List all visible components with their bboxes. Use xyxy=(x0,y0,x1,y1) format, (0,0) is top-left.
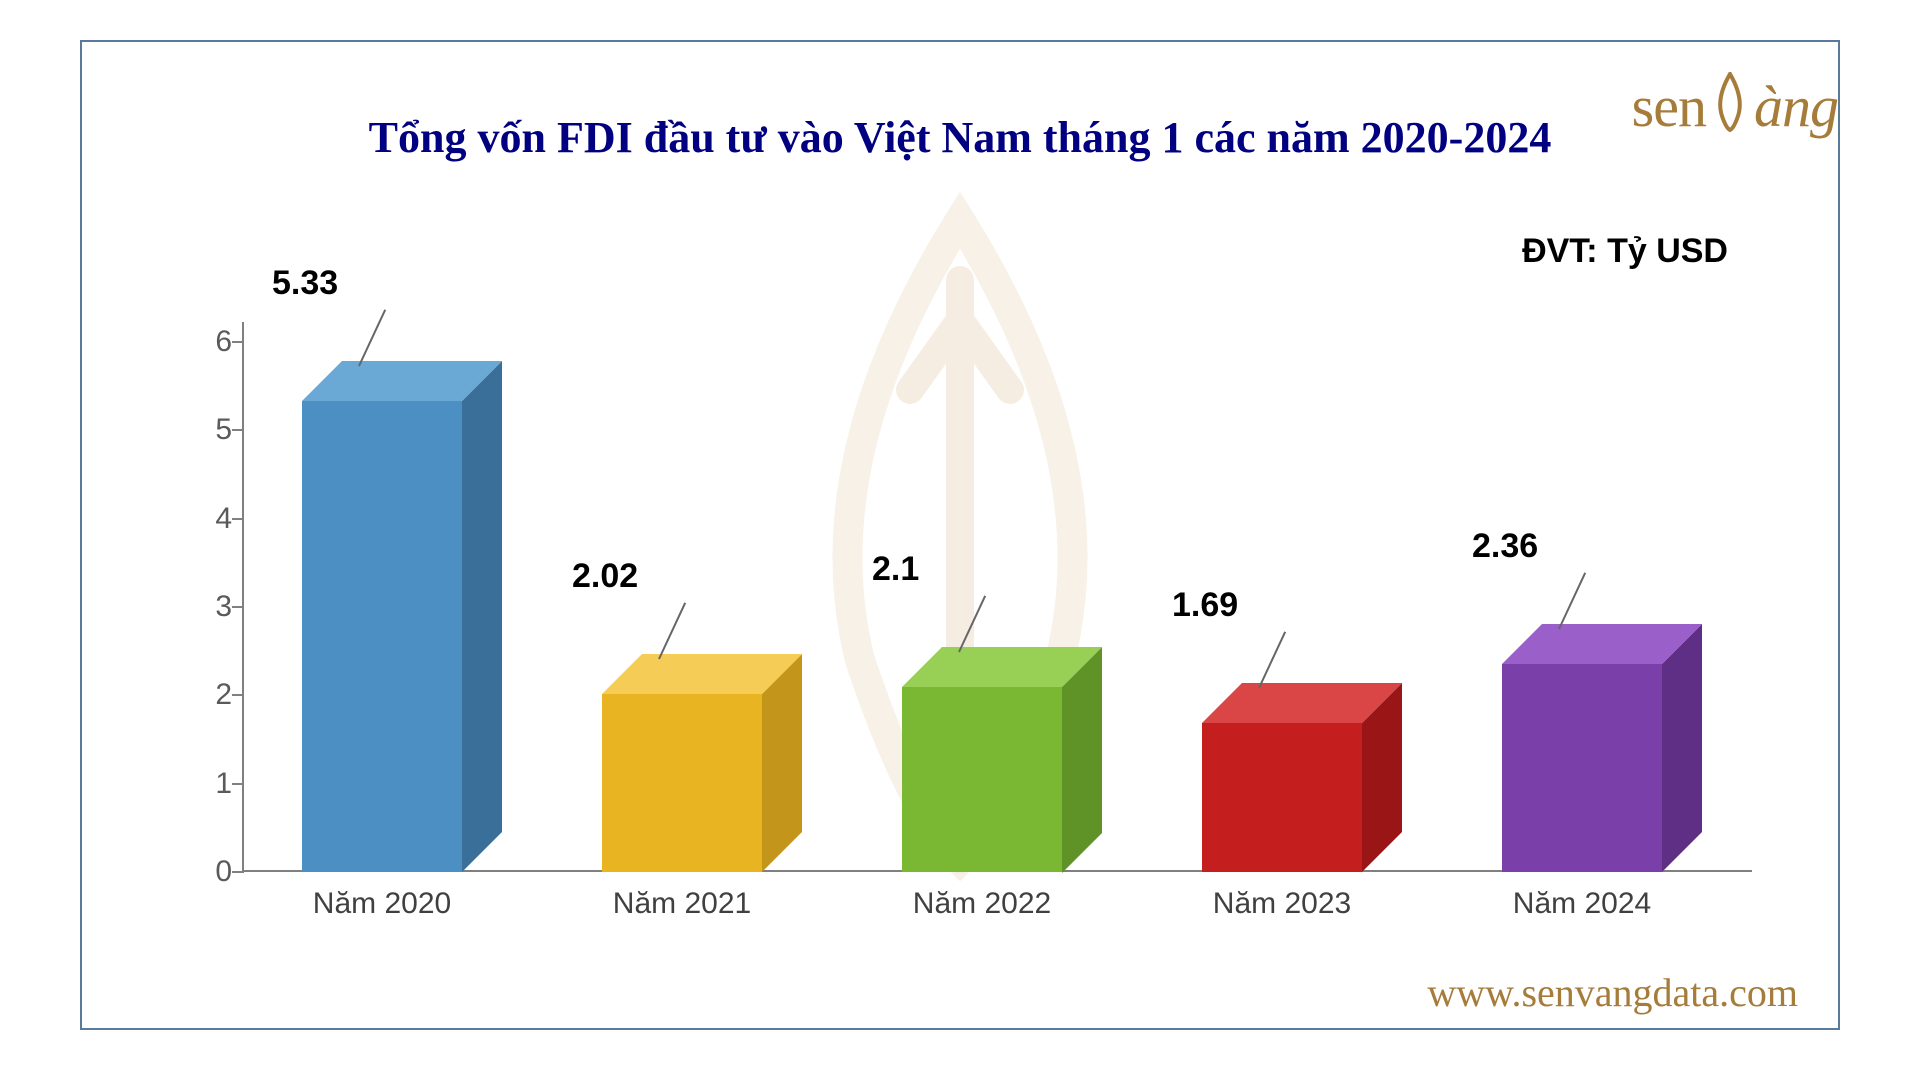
bar: 2.1 xyxy=(902,687,1102,873)
y-tick-label: 3 xyxy=(215,590,232,624)
bar-side-face xyxy=(462,361,502,872)
plot-area: 0123456 5.332.022.11.692.36 Năm 2020Năm … xyxy=(182,342,1752,872)
logo-flame-icon xyxy=(1706,72,1754,134)
x-axis-label: Năm 2022 xyxy=(882,887,1082,921)
y-axis: 0123456 xyxy=(182,342,242,872)
brand-logo: senàng xyxy=(1632,72,1838,140)
bar-front-face xyxy=(1202,723,1362,872)
y-tick-label: 1 xyxy=(215,767,232,801)
bar-value-label: 2.02 xyxy=(572,557,638,596)
website-url: www.senvangdata.com xyxy=(1427,969,1798,1016)
bar-value-label: 2.36 xyxy=(1472,527,1538,566)
y-tick-label: 2 xyxy=(215,678,232,712)
leader-line xyxy=(658,602,686,659)
y-tick-label: 4 xyxy=(215,502,232,536)
leader-line xyxy=(1558,572,1586,629)
bar: 5.33 xyxy=(302,401,502,872)
leader-line xyxy=(1258,631,1286,688)
bar-value-label: 5.33 xyxy=(272,264,338,303)
bar-side-face xyxy=(1662,624,1702,872)
x-axis-label: Năm 2023 xyxy=(1182,887,1382,921)
bars-area: 5.33 2.02 2.1 1.69 2.36 xyxy=(242,342,1752,872)
y-tick-label: 6 xyxy=(215,325,232,359)
chart-container: Tổng vốn FDI đầu tư vào Việt Nam tháng 1… xyxy=(80,40,1840,1030)
bar-front-face xyxy=(902,687,1062,873)
logo-text-right: àng xyxy=(1754,74,1838,139)
logo-text-left: sen xyxy=(1632,74,1706,139)
leader-line xyxy=(358,310,386,367)
y-tick-label: 5 xyxy=(215,413,232,447)
bar-value-label: 2.1 xyxy=(872,550,919,589)
x-axis-label: Năm 2021 xyxy=(582,887,782,921)
bar-value-label: 1.69 xyxy=(1172,586,1238,625)
x-axis-label: Năm 2024 xyxy=(1482,887,1682,921)
bar: 2.02 xyxy=(602,694,802,872)
unit-label: ĐVT: Tỷ USD xyxy=(1522,232,1728,271)
leader-line xyxy=(958,595,986,652)
x-axis-label: Năm 2020 xyxy=(282,887,482,921)
chart-title: Tổng vốn FDI đầu tư vào Việt Nam tháng 1… xyxy=(82,112,1838,163)
y-tick-label: 0 xyxy=(215,855,232,889)
bar: 1.69 xyxy=(1202,723,1402,872)
bar-front-face xyxy=(1502,664,1662,872)
bar-front-face xyxy=(602,694,762,872)
bar: 2.36 xyxy=(1502,664,1702,872)
bar-front-face xyxy=(302,401,462,872)
